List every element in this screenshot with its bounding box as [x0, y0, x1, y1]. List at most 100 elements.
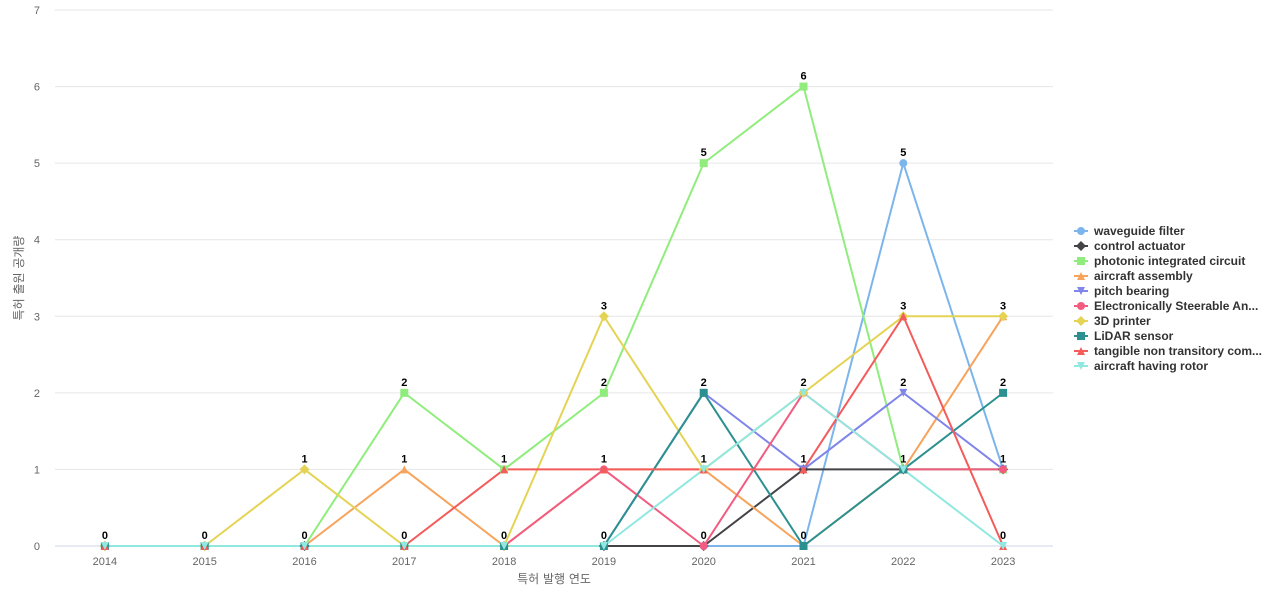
data-label: 2	[601, 377, 607, 389]
data-label: 3	[601, 300, 607, 312]
data-point	[400, 542, 409, 550]
legend-marker-icon	[1077, 272, 1085, 280]
data-label: 5	[900, 147, 906, 159]
y-tick-label: 6	[34, 82, 40, 94]
data-point	[799, 388, 808, 397]
legend-item[interactable]: control actuator	[1074, 239, 1186, 253]
x-tick-label: 2023	[991, 556, 1015, 568]
data-label: 1	[601, 453, 607, 465]
legend-item[interactable]: tangible non transitory com...	[1074, 344, 1262, 358]
data-label: 2	[401, 377, 407, 389]
data-label: 2	[900, 377, 906, 389]
data-point	[599, 542, 608, 550]
x-tick-label: 2018	[492, 556, 516, 568]
legend-item[interactable]: 3D printer	[1074, 314, 1151, 328]
legend-label: aircraft having rotor	[1094, 359, 1208, 373]
series-line	[103, 162, 1005, 547]
legend-marker-icon	[1077, 302, 1085, 310]
y-tick-label: 1	[34, 464, 40, 476]
series-markers	[99, 82, 1009, 551]
data-label: 1	[401, 453, 407, 465]
data-point	[500, 542, 509, 550]
legend-item[interactable]: LiDAR sensor	[1074, 329, 1174, 343]
y-tick-label: 7	[34, 5, 40, 17]
data-point	[300, 542, 309, 550]
data-label: 0	[102, 530, 108, 542]
data-point	[500, 465, 509, 474]
data-point	[899, 312, 908, 321]
y-axis-title: 특허 출원 공개량	[12, 236, 26, 321]
data-label: 0	[800, 530, 806, 542]
data-label: 1	[1000, 453, 1006, 465]
data-point	[599, 388, 608, 397]
x-tick-label: 2016	[292, 556, 316, 568]
legend-label: photonic integrated circuit	[1094, 254, 1245, 268]
series-line	[103, 391, 1005, 547]
legend-label: Electronically Steerable An...	[1094, 299, 1258, 313]
legend-label: waveguide filter	[1093, 224, 1185, 238]
series-line	[103, 315, 1005, 547]
data-label: 3	[1000, 300, 1006, 312]
data-label: 2	[1000, 377, 1006, 389]
series-lines	[103, 85, 1005, 547]
legend-marker-icon	[1077, 347, 1085, 355]
y-tick-label: 2	[34, 388, 40, 400]
legend-marker-icon	[1076, 316, 1086, 326]
data-point	[999, 465, 1008, 474]
data-label: 0	[401, 530, 407, 542]
data-point	[400, 465, 409, 474]
data-point	[699, 388, 708, 397]
data-label: 0	[1000, 530, 1006, 542]
legend-item[interactable]: Electronically Steerable An...	[1074, 299, 1258, 313]
x-tick-label: 2022	[891, 556, 915, 568]
data-label: 1	[701, 453, 707, 465]
data-label: 0	[701, 530, 707, 542]
data-point	[799, 82, 808, 91]
y-tick-label: 4	[34, 235, 40, 247]
x-tick-label: 2020	[691, 556, 715, 568]
x-tick-label: 2014	[93, 556, 117, 568]
data-label: 1	[501, 453, 507, 465]
data-point	[899, 465, 908, 474]
y-tick-label: 5	[34, 158, 40, 170]
x-tick-label: 2017	[392, 556, 416, 568]
data-point	[999, 388, 1008, 397]
data-point	[699, 465, 708, 474]
legend-item[interactable]: aircraft having rotor	[1074, 359, 1208, 373]
data-label: 1	[900, 453, 906, 465]
legend-label: 3D printer	[1094, 314, 1151, 328]
legend-label: aircraft assembly	[1094, 269, 1193, 283]
legend-marker-icon	[1077, 287, 1085, 295]
data-label: 2	[800, 377, 806, 389]
data-point	[998, 311, 1009, 322]
data-label: 1	[800, 453, 806, 465]
legend-item[interactable]: waveguide filter	[1074, 224, 1185, 238]
y-tick-label: 3	[34, 311, 40, 323]
x-tick-label: 2015	[192, 556, 216, 568]
y-axis-ticks: 0 1 2 3 4 5 6 7	[34, 5, 40, 553]
y-tick-label: 0	[34, 541, 40, 553]
data-point	[899, 388, 908, 397]
data-point	[598, 311, 609, 322]
legend-label: control actuator	[1094, 239, 1186, 253]
data-point	[200, 542, 209, 550]
data-point	[699, 159, 708, 168]
legend-label: pitch bearing	[1094, 284, 1169, 298]
data-point	[100, 542, 109, 550]
data-point	[899, 159, 908, 168]
legend-label: tangible non transitory com...	[1094, 344, 1262, 358]
data-point	[400, 388, 409, 397]
data-point	[699, 542, 708, 550]
legend-item[interactable]: pitch bearing	[1074, 284, 1169, 298]
legend-item[interactable]: photonic integrated circuit	[1074, 254, 1245, 268]
data-label: 1	[301, 453, 307, 465]
legend-marker-icon	[1076, 241, 1086, 251]
data-point	[799, 542, 808, 550]
data-label: 0	[601, 530, 607, 542]
data-label: 0	[501, 530, 507, 542]
legend-item[interactable]: aircraft assembly	[1074, 269, 1193, 283]
x-axis-ticks: 2014 2015 2016 2017 2018 2019 2020 2021 2022 2023	[93, 556, 1016, 568]
